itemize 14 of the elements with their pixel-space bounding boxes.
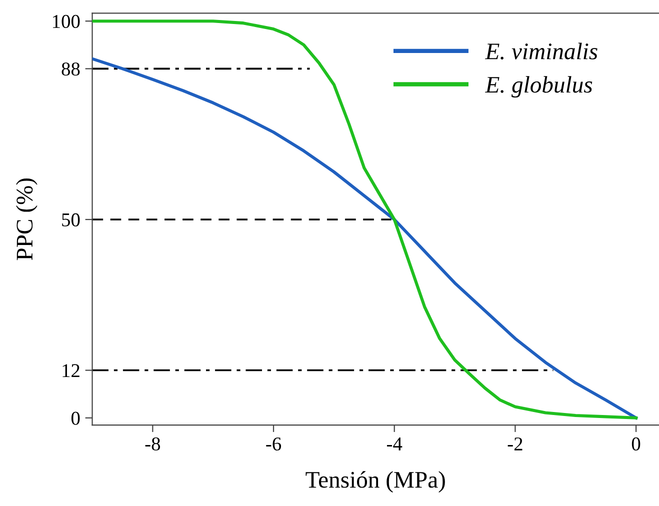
x-tick-label: -4 [386, 438, 402, 450]
x-tick-label: -6 [266, 437, 282, 451]
x-tick-label: 0 [632, 437, 640, 451]
legend-label: E. viminalis [485, 42, 598, 60]
legend-label: E. globulus [485, 76, 592, 98]
y-tick-label: 88 [62, 62, 80, 76]
y-axis-title: PPC (%) [16, 178, 38, 260]
y-tick-label: 12 [62, 364, 80, 378]
y-tick-label: 100 [53, 14, 80, 28]
x-tick-label: -2 [508, 437, 522, 450]
x-axis-title: Tensión (MPa) [306, 471, 445, 493]
x-tick-label: -8 [145, 437, 160, 451]
y-tick-label: 50 [62, 213, 80, 226]
y-tick-label: 0 [71, 412, 80, 425]
